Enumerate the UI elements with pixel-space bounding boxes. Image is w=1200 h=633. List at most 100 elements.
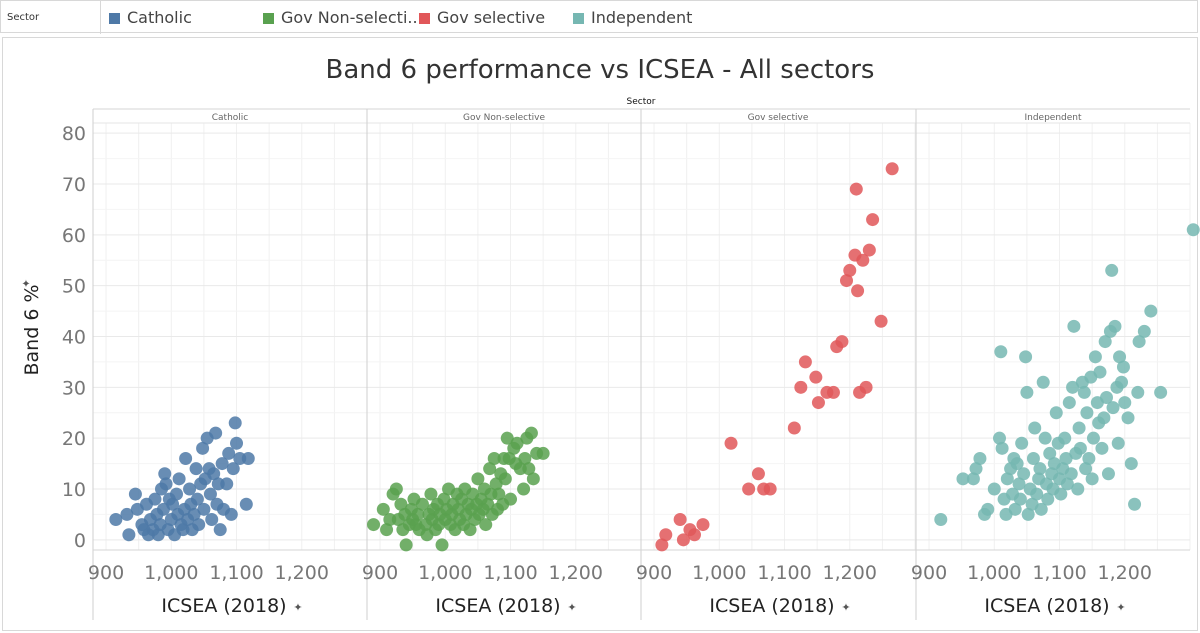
y-tick-label: 30 [62, 377, 86, 399]
legend-swatch-independent [573, 13, 584, 24]
data-point [120, 507, 134, 521]
panel-header-label: Gov selective [748, 113, 809, 123]
panel-header-label: Catholic [212, 113, 249, 123]
data-point [109, 513, 123, 526]
y-tick-label: 10 [62, 479, 86, 501]
data-point [843, 263, 857, 277]
data-point [862, 243, 876, 257]
data-point [1106, 401, 1120, 415]
legend-item-independent[interactable]: Independent [573, 1, 692, 34]
data-point [856, 253, 870, 267]
data-point [518, 452, 532, 465]
data-point [798, 355, 812, 369]
x-tick-label: 900 [362, 562, 398, 584]
data-point [239, 497, 253, 511]
data-point [1186, 223, 1200, 237]
data-point [463, 523, 477, 537]
data-point [1015, 436, 1029, 450]
data-point [1118, 396, 1132, 410]
x-tick-label: 1,000 [967, 562, 1021, 584]
y-tick-label: 60 [62, 225, 86, 247]
data-point [1098, 335, 1112, 349]
data-point [228, 416, 242, 430]
data-point [492, 487, 506, 501]
data-point [1043, 446, 1057, 460]
data-point [1108, 319, 1122, 333]
data-point [1028, 421, 1042, 435]
data-point [222, 446, 236, 460]
x-axis-title: ICSEA (2018) [435, 595, 560, 617]
data-point [849, 182, 863, 196]
y-tick-label: 80 [62, 123, 86, 145]
x-tick-label: 1,200 [275, 562, 329, 584]
data-point [1105, 263, 1119, 277]
data-point [809, 370, 823, 384]
data-point [1059, 452, 1073, 465]
data-point [522, 462, 536, 476]
data-point [1026, 452, 1040, 465]
data-point [696, 518, 710, 532]
data-point [1131, 385, 1145, 399]
data-point [166, 497, 180, 511]
data-point [122, 528, 136, 542]
data-point [1124, 457, 1138, 471]
data-point [1072, 421, 1086, 435]
data-point [209, 426, 223, 440]
data-point [170, 487, 184, 501]
data-point [826, 385, 840, 399]
legend-item-gov-non-selective[interactable]: Gov Non-selecti.. [263, 1, 418, 34]
data-point [751, 467, 765, 481]
data-point [158, 467, 172, 481]
pin-icon: ✦ [20, 279, 33, 288]
x-tick-label: 900 [88, 562, 124, 584]
data-point [1085, 472, 1099, 486]
legend-item-catholic[interactable]: Catholic [109, 1, 192, 34]
data-point [885, 162, 899, 176]
y-tick-label: 20 [62, 428, 86, 450]
data-point [479, 518, 493, 532]
data-point [367, 518, 381, 532]
data-point [1033, 462, 1047, 476]
data-point [1128, 497, 1142, 511]
x-tick-label: 1,000 [144, 562, 198, 584]
data-point [1095, 441, 1109, 455]
x-axis-title: ICSEA (2018) [709, 595, 834, 617]
data-point [190, 492, 204, 506]
data-point [483, 462, 497, 476]
data-point [835, 335, 849, 349]
data-point [1058, 431, 1072, 445]
data-point [1132, 335, 1146, 349]
data-point [1012, 477, 1026, 491]
data-point [840, 274, 853, 288]
data-point [874, 314, 888, 328]
data-point [851, 284, 865, 298]
data-point [811, 396, 825, 410]
data-point [536, 446, 550, 460]
data-point [1115, 375, 1128, 389]
data-point [481, 497, 495, 511]
data-point [934, 513, 948, 526]
x-tick-label: 1,100 [483, 562, 537, 584]
data-point [197, 502, 211, 516]
data-point [1077, 385, 1091, 399]
plot-layer: Catholic Gov Non-selective Gov selective In… [20, 108, 1200, 620]
x-tick-label: 1,100 [209, 562, 263, 584]
data-point [995, 441, 1009, 455]
data-point [993, 431, 1007, 445]
data-point [1064, 467, 1078, 481]
data-point [956, 472, 970, 486]
data-point [510, 436, 524, 450]
data-point [504, 492, 518, 506]
data-point [1093, 365, 1107, 379]
data-point [1088, 350, 1102, 364]
data-point [1041, 492, 1055, 506]
data-point [524, 426, 538, 440]
x-tick-label: 1,200 [1098, 562, 1152, 584]
x-tick-label: 900 [636, 562, 672, 584]
data-point [500, 431, 514, 445]
legend-label-independent: Independent [591, 8, 693, 27]
pin-icon: ✦ [293, 601, 302, 614]
legend-item-gov-selective[interactable]: Gov selective [419, 1, 545, 34]
data-point [399, 538, 413, 552]
data-point [1010, 457, 1024, 471]
